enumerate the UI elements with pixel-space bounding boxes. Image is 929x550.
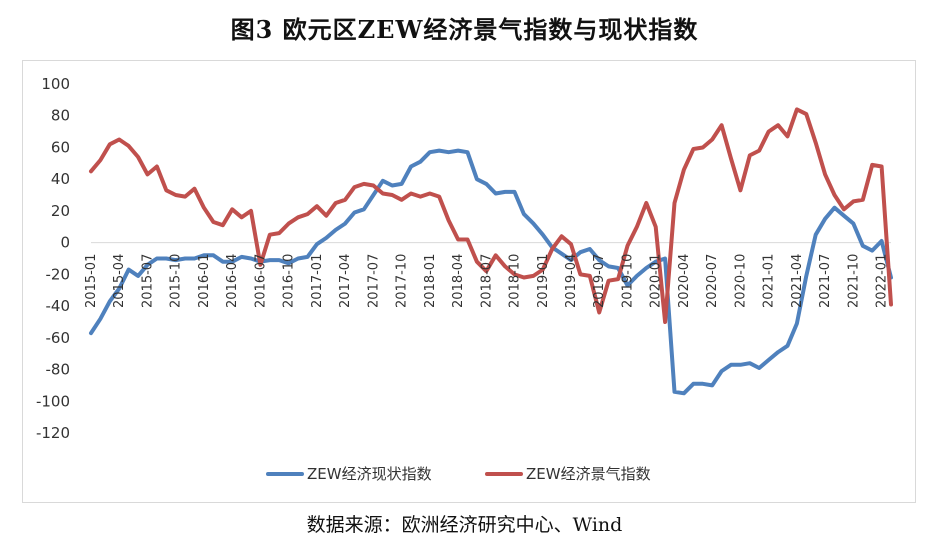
x-tick-label: 2018-04: [451, 254, 466, 308]
chart-frame: [22, 60, 916, 503]
y-tick-label: -80: [46, 361, 71, 379]
x-tick-label: 2021-04: [790, 254, 805, 308]
y-tick-label: 60: [51, 138, 70, 156]
legend-label-0: ZEW经济现状指数: [307, 465, 432, 483]
x-tick-label: 2017-07: [366, 254, 381, 308]
y-tick-label: -100: [36, 392, 70, 410]
x-tick-label: 2021-10: [846, 254, 861, 308]
x-tick-label: 2017-01: [310, 254, 325, 308]
x-tick-label: 2016-04: [225, 254, 240, 308]
y-tick-label: 0: [60, 234, 70, 252]
x-tick-label: 2020-10: [733, 254, 748, 308]
x-tick-label: 2015-01: [84, 254, 99, 308]
x-tick-label: 2015-04: [112, 254, 127, 308]
legend: ZEW经济现状指数 ZEW经济景气指数: [266, 465, 651, 483]
chart-title: 图3 欧元区ZEW经济景气指数与现状指数: [230, 15, 699, 44]
x-tick-label: 2021-01: [762, 254, 777, 308]
x-tick-label: 2015-07: [140, 254, 155, 308]
x-tick-label: 2016-07: [253, 254, 268, 308]
x-tick-label: 2018-07: [479, 254, 494, 308]
y-tick-label: 100: [41, 75, 70, 93]
x-tick-label: 2022-01: [875, 254, 890, 308]
x-tick-label: 2019-04: [564, 254, 579, 308]
data-source-note: 数据来源：欧洲经济研究中心、Wind: [306, 514, 623, 536]
x-tick-label: 2020-01: [649, 254, 664, 308]
x-tick-label: 2016-10: [282, 254, 297, 308]
series-line-0: [89, 148, 893, 396]
x-axis-ticks: 2015-01 2015-04 2015-07 2015-10 2016-01 2016-…: [84, 254, 890, 308]
x-tick-label: 2018-10: [508, 254, 523, 308]
y-tick-label: -40: [46, 297, 71, 315]
series-lines: [89, 107, 893, 396]
y-tick-label: -120: [36, 424, 70, 442]
x-tick-label: 2020-04: [677, 254, 692, 308]
x-tick-label: 2019-07: [592, 254, 607, 308]
series-line-1: [89, 107, 893, 324]
x-tick-label: 2019-10: [620, 254, 635, 308]
x-tick-label: 2020-07: [705, 254, 720, 308]
x-tick-label: 2019-01: [536, 254, 551, 308]
y-tick-label: 80: [51, 107, 70, 125]
x-tick-label: 2018-01: [423, 254, 438, 308]
y-tick-label: 20: [51, 202, 70, 220]
y-tick-label: -20: [46, 265, 71, 283]
y-axis-ticks: 100 80 60 40 20 0 -20 -40 -60 -80 -100 -120: [36, 75, 70, 442]
y-tick-label: 40: [51, 170, 70, 188]
y-tick-label: -60: [46, 329, 71, 347]
x-tick-label: 2017-10: [395, 254, 410, 308]
legend-label-1: ZEW经济景气指数: [526, 465, 651, 483]
x-tick-label: 2017-04: [338, 254, 353, 308]
x-tick-label: 2016-01: [197, 254, 212, 308]
x-tick-label: 2015-10: [169, 254, 184, 308]
x-tick-label: 2021-07: [818, 254, 833, 308]
